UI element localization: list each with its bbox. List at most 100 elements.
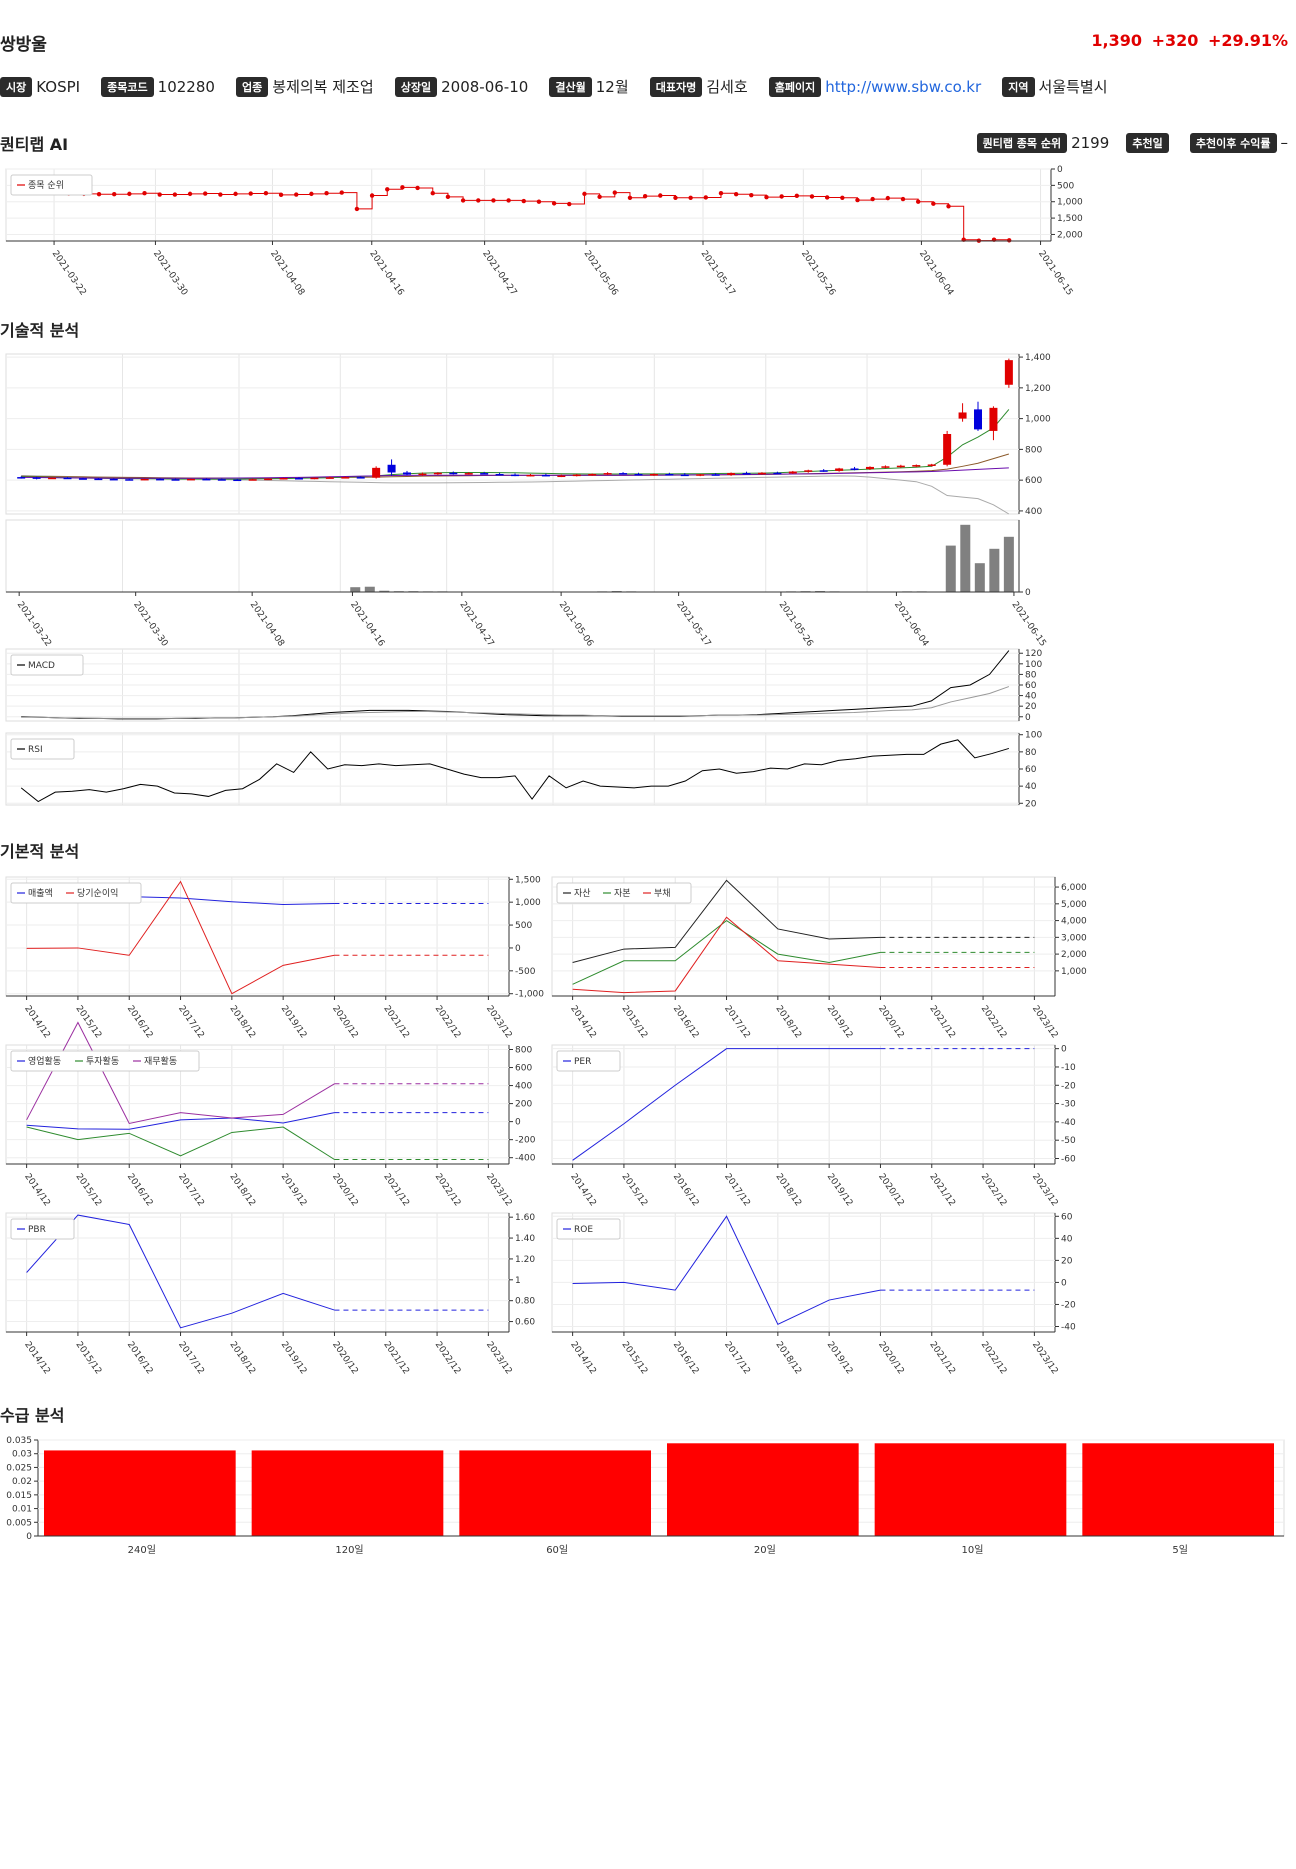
- rank-point: [688, 195, 693, 200]
- rank-point: [749, 192, 754, 198]
- fund_cf-y-tick-label: 200: [515, 1100, 532, 1110]
- fund_pbr-legend: [10, 1218, 75, 1240]
- fund_roe-series-line: [572, 1215, 881, 1325]
- fund_sales-x-tick-label: 2022/12: [433, 1004, 463, 1040]
- candle-body: [912, 465, 921, 467]
- rank-point: [430, 191, 435, 196]
- rank-point: [324, 191, 329, 196]
- industry-value: 봉제의복 제조업: [272, 78, 374, 96]
- fund_bs-legend-label: 자산: [574, 888, 591, 899]
- rank-point: [733, 192, 739, 197]
- fund_per-x-tick-label: 2023/12: [1030, 1172, 1060, 1208]
- region-value: 서울특별시: [1038, 78, 1108, 96]
- fund_cf-series-line: [26, 1112, 335, 1130]
- rank-point: [203, 191, 208, 196]
- rank-point: [460, 198, 466, 203]
- fund_sales-legend-label: 당기순이익: [77, 887, 118, 899]
- rank-point: [900, 196, 906, 202]
- current-price: 1,390: [1091, 31, 1142, 50]
- rank-point: [567, 201, 572, 207]
- rank-point: [294, 192, 299, 197]
- fund_cf-legend-label: 재무활동: [144, 1055, 177, 1067]
- rank-point: [157, 192, 162, 197]
- fund_bs-legend-label: 자본: [614, 888, 631, 899]
- rank-point: [521, 198, 526, 204]
- candle-body: [727, 473, 736, 475]
- listing-date-value: 2008-06-10: [441, 77, 529, 96]
- rank-point: [855, 197, 860, 203]
- fund_bs-x-tick-label: 2015/12: [619, 1004, 649, 1040]
- rank-point: [127, 191, 132, 197]
- rank-x-tick-label: 2021-05-17: [699, 249, 737, 298]
- fund_roe-x-tick-label: 2015/12: [619, 1340, 649, 1376]
- supply-y-tick-label: 0.015: [6, 1491, 32, 1501]
- market-tag: 시장: [0, 76, 33, 97]
- candle-body: [819, 470, 828, 472]
- fund_pbr-y-tick-label: 1.60: [515, 1213, 535, 1223]
- fund_sales-x-tick-label: 2021/12: [381, 1004, 411, 1040]
- fund_sales-y-tick-label: -500: [515, 967, 536, 977]
- macd-y-tick-label: 80: [1025, 670, 1037, 680]
- candle-body: [773, 472, 782, 475]
- fund_sales-series-line: [26, 880, 335, 995]
- rsi-series-line: [20, 739, 1010, 803]
- fund_per-x-tick-label: 2020/12: [876, 1172, 906, 1208]
- fund_sales-x-tick-label: 2018/12: [227, 1004, 257, 1040]
- fund_bs-y-tick-label: 3,000: [1061, 933, 1087, 943]
- fund_pbr-x-tick-label: 2018/12: [227, 1340, 257, 1376]
- fund_cf-x-tick-label: 2014/12: [22, 1172, 52, 1208]
- fund_sales-x-tick-label: 2019/12: [279, 1004, 309, 1040]
- rank-point: [946, 204, 951, 209]
- fund_bs-series-line: [572, 879, 881, 963]
- volume-bar: [364, 586, 375, 592]
- rank-point: [1007, 238, 1012, 243]
- rsi-legend-label: RSI: [28, 745, 43, 755]
- fund_pbr-x-tick-label: 2015/12: [73, 1340, 103, 1376]
- section-title-ai: 퀀티랩 AI: [0, 135, 69, 154]
- candle-body: [974, 409, 983, 430]
- fund_per-y-tick-label: -50: [1061, 1136, 1076, 1146]
- fund_bs-y-tick-label: 6,000: [1061, 883, 1087, 893]
- candle-body: [310, 477, 319, 480]
- fund_pbr-series-line: [26, 1214, 335, 1329]
- fund_cf-x-tick-label: 2017/12: [176, 1172, 206, 1208]
- candle-body: [788, 471, 797, 474]
- homepage-link[interactable]: http://www.sbw.co.kr: [825, 77, 982, 96]
- ceo-tag: 대표자명: [649, 76, 703, 97]
- fund_sales-x-tick-label: 2016/12: [125, 1004, 155, 1040]
- market-value: KOSPI: [36, 77, 81, 96]
- fund_roe-x-tick-label: 2020/12: [876, 1340, 906, 1376]
- candle-y-tick-label: 1,000: [1025, 415, 1051, 425]
- fund_cf-x-tick-label: 2019/12: [279, 1172, 309, 1208]
- fund_bs-y-tick-label: 5,000: [1061, 900, 1087, 910]
- fund_pbr-x-tick-label: 2017/12: [176, 1340, 206, 1376]
- fund_per-x-tick-label: 2015/12: [619, 1172, 649, 1208]
- candle-body: [156, 478, 165, 481]
- rank-point: [642, 193, 648, 199]
- candle-body: [757, 472, 766, 475]
- rank-point: [627, 195, 633, 200]
- supply-plot-area: [37, 1439, 1285, 1537]
- fund_sales-legend: [10, 882, 142, 904]
- candle-body: [48, 477, 57, 480]
- fund_pbr-x-tick-label: 2020/12: [330, 1340, 360, 1376]
- rank-point: [142, 191, 147, 196]
- rank-x-tick-label: 2021-05-06: [582, 249, 620, 298]
- fund_pbr-y-tick-label: 0.60: [515, 1318, 535, 1328]
- rank-value: 2199: [1071, 133, 1110, 152]
- candle-y-tick-label: 1,200: [1025, 384, 1051, 394]
- volume-x-tick-label: 2021-04-16: [348, 600, 386, 649]
- fund_sales-y-tick-label: 0: [515, 944, 521, 954]
- supply-y-tick-label: 0.01: [12, 1505, 32, 1515]
- rsi-y-tick-label: 20: [1025, 799, 1037, 809]
- macd-y-tick-label: 120: [1025, 649, 1042, 659]
- macd-legend: [10, 654, 84, 676]
- fund_roe-x-tick-label: 2022/12: [979, 1340, 1009, 1376]
- fund_roe-y-tick-label: -20: [1061, 1300, 1076, 1310]
- volume-plot-area: [5, 519, 1020, 593]
- candle-body: [958, 412, 967, 419]
- fund_per-plot-area: [551, 1044, 1056, 1165]
- rec-date-tag: 추천일: [1126, 132, 1169, 153]
- candle-body: [78, 478, 87, 480]
- fund_pbr-y-tick-label: 1: [515, 1276, 521, 1286]
